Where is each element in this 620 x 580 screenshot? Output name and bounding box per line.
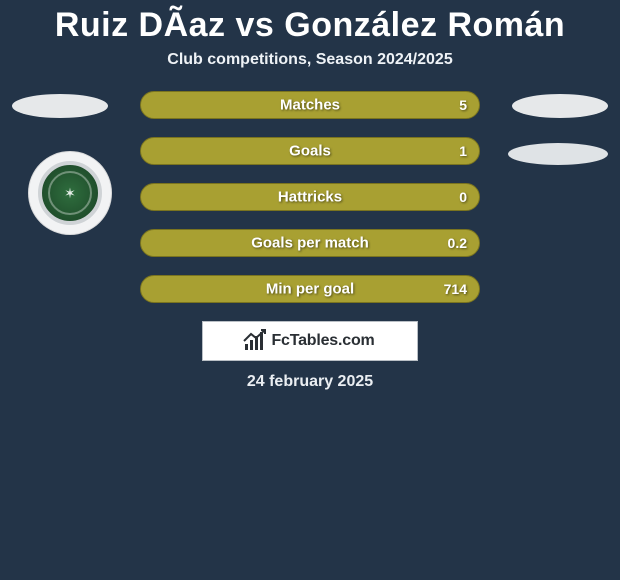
comparison-content: ✶ Matches 5 Goals 1 Hattricks 0 Goals pe… xyxy=(0,91,620,391)
subtitle: Club competitions, Season 2024/2025 xyxy=(0,51,620,69)
stat-label: Matches xyxy=(280,97,340,114)
stat-value: 714 xyxy=(444,281,467,297)
date-text: 24 february 2025 xyxy=(0,373,620,391)
player-right-placeholder xyxy=(512,94,608,118)
stats-bars: Matches 5 Goals 1 Hattricks 0 Goals per … xyxy=(140,91,480,303)
player-right-placeholder-2 xyxy=(508,143,608,165)
club-badge-emblem: ✶ xyxy=(38,161,102,225)
stat-row-matches: Matches 5 xyxy=(140,91,480,119)
stat-row-min-per-goal: Min per goal 714 xyxy=(140,275,480,303)
stat-label: Goals xyxy=(289,143,331,160)
stat-value: 0.2 xyxy=(448,235,467,251)
stat-row-hattricks: Hattricks 0 xyxy=(140,183,480,211)
stat-value: 0 xyxy=(459,189,467,205)
stat-value: 1 xyxy=(459,143,467,159)
brand-logo[interactable]: FcTables.com xyxy=(202,321,418,361)
star-icon: ✶ xyxy=(64,185,76,202)
stat-label: Goals per match xyxy=(251,235,369,252)
player-left-placeholder xyxy=(12,94,108,118)
brand-text: FcTables.com xyxy=(271,332,374,350)
stat-value: 5 xyxy=(459,97,467,113)
stat-label: Min per goal xyxy=(266,281,354,298)
page-title: Ruiz DÃ­az vs González Román xyxy=(0,0,620,51)
chart-icon xyxy=(245,332,265,350)
stat-row-goals-per-match: Goals per match 0.2 xyxy=(140,229,480,257)
stat-label: Hattricks xyxy=(278,189,342,206)
club-badge-left: ✶ xyxy=(28,151,112,235)
stat-row-goals: Goals 1 xyxy=(140,137,480,165)
